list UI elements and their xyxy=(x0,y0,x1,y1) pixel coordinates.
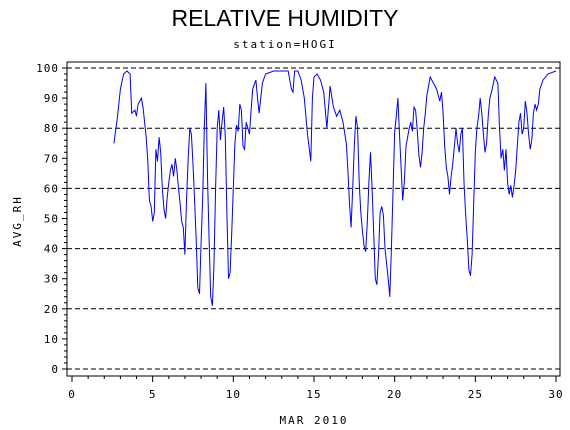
x-tick-label: 20 xyxy=(387,388,402,401)
plot-frame xyxy=(66,61,561,377)
y-tick-label: 50 xyxy=(44,213,59,226)
y-axis: 0 10 20 30 40 50 60 70 80 90 100 xyxy=(36,62,67,376)
y-tick-label: 80 xyxy=(44,122,59,135)
chart-title: RELATIVE HUMIDITY xyxy=(171,5,399,31)
y-tick-label: 60 xyxy=(44,182,59,195)
y-axis-label: AVG_RH xyxy=(11,195,24,247)
chart-subtitle: station=HOGI xyxy=(233,38,337,51)
x-tick-label: 0 xyxy=(68,388,76,401)
series-line-avg-rh xyxy=(113,70,557,306)
y-tick-label: 30 xyxy=(44,273,59,286)
y-tick-label: 70 xyxy=(44,152,59,165)
x-tick-label: 10 xyxy=(226,388,241,401)
y-tick-label: 40 xyxy=(44,243,59,256)
x-tick-label: 25 xyxy=(468,388,483,401)
grid-lines xyxy=(67,67,560,370)
y-tick-label: 20 xyxy=(44,303,59,316)
y-tick-label: 90 xyxy=(44,92,59,105)
x-tick-label: 15 xyxy=(306,388,321,401)
x-axis: 0 5 10 15 20 25 30 xyxy=(68,376,563,401)
x-axis-label: MAR 2010 xyxy=(280,414,349,427)
x-tick-label: 30 xyxy=(548,388,563,401)
y-tick-label: 10 xyxy=(44,333,59,346)
x-tick-label: 5 xyxy=(149,388,157,401)
y-tick-label: 0 xyxy=(51,363,59,376)
y-tick-label: 100 xyxy=(36,62,59,75)
